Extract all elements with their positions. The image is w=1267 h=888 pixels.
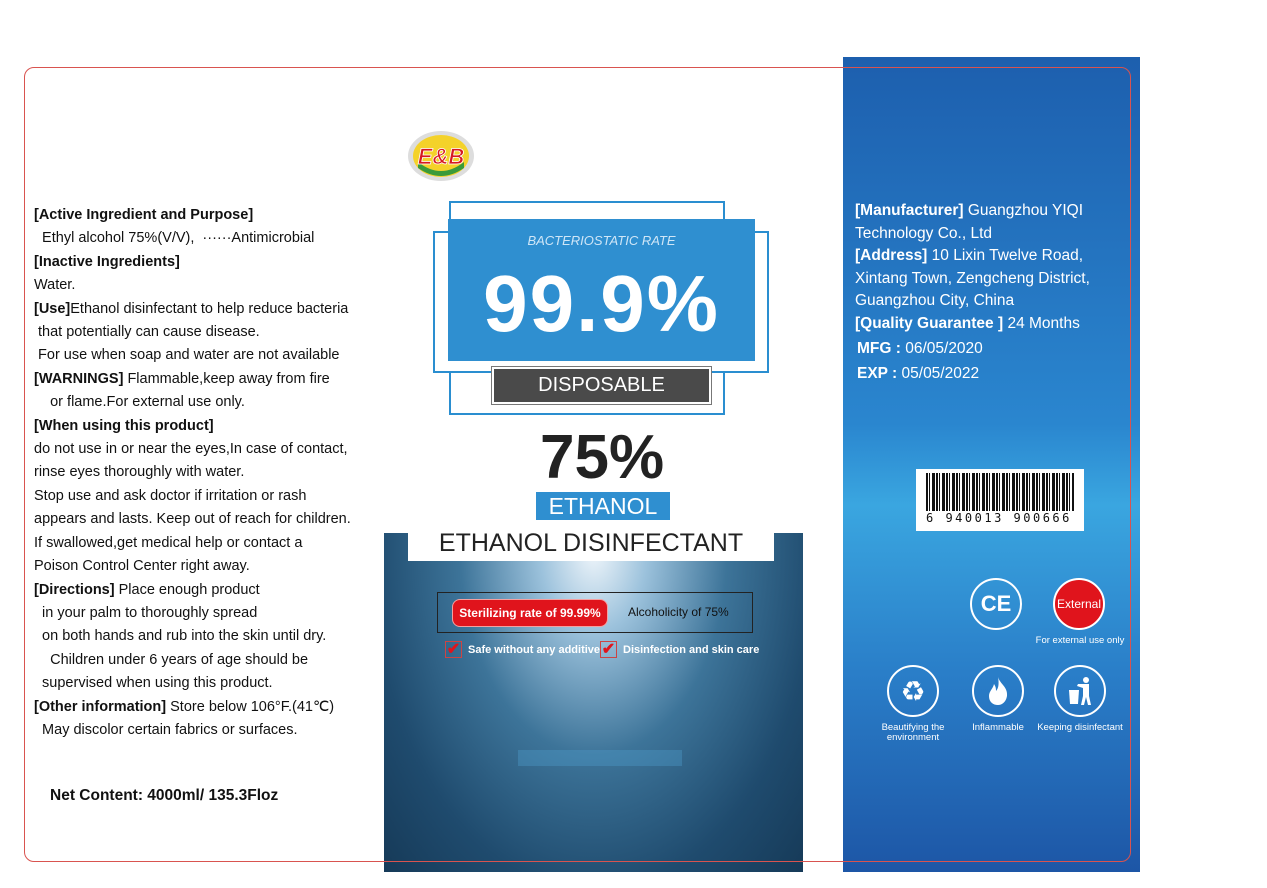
- section-text: Stop use and ask doctor if irritation or…: [34, 487, 307, 504]
- checkmark-icon: ✔: [445, 641, 462, 658]
- section-text: appears and lasts. Keep out of reach for…: [34, 511, 351, 528]
- check-label: Safe without any additive: [468, 643, 601, 656]
- ce-mark-icon: CE: [970, 578, 1022, 630]
- alcoholicity-text: Alcoholicity of 75%: [628, 605, 729, 619]
- manufacturer-label: [Manufacturer]: [855, 202, 964, 219]
- left-text-line: [WARNINGS] Flammable,keep away from fire: [34, 368, 394, 391]
- left-text-line: [When using this product]: [34, 415, 394, 438]
- check-item: ✔ Disinfection and skin care: [600, 641, 759, 658]
- address-label: [Address]: [855, 247, 928, 264]
- left-text-line: or flame.For external use only.: [34, 391, 394, 414]
- section-heading: [Use]: [34, 300, 71, 317]
- net-content: Net Content: 4000ml/ 135.3Floz: [50, 787, 279, 804]
- left-text-line: Water.: [34, 274, 394, 297]
- left-text-line: do not use in or near the eyes,In case o…: [34, 438, 394, 461]
- exp-date: EXP : 05/05/2022: [857, 365, 979, 383]
- flame-caption: Inflammable: [972, 722, 1024, 733]
- left-text-line: rinse eyes thoroughly with water.: [34, 461, 394, 484]
- recycle-icon: ♻: [887, 665, 939, 717]
- section-text: in your palm to thoroughly spread: [34, 604, 258, 621]
- section-text: or flame.For external use only.: [34, 394, 245, 411]
- section-heading: [Inactive Ingredients]: [34, 253, 180, 270]
- section-text: supervised when using this product.: [34, 675, 273, 692]
- left-text-line: [Directions] Place enough product: [34, 579, 394, 602]
- sterilizing-pill: Sterilizing rate of 99.99%: [452, 599, 608, 627]
- section-text: Flammable,keep away from fire: [123, 370, 330, 387]
- section-text: Ethanol disinfectant to help reduce bact…: [70, 300, 349, 317]
- recycle-caption: Beautifying the environment: [881, 722, 945, 743]
- check-label: Disinfection and skin care: [623, 643, 760, 656]
- concentration: 75%: [540, 423, 665, 492]
- barcode-number: 6 940013 900666: [926, 511, 1072, 525]
- trash-icon: [1054, 665, 1106, 717]
- quality: 24 Months: [1003, 314, 1080, 332]
- left-text-line: appears and lasts. Keep out of reach for…: [34, 508, 394, 531]
- badge-value: 99.9%: [483, 259, 720, 348]
- section-text: rinse eyes thoroughly with water.: [34, 464, 245, 481]
- section-text: Place enough product: [114, 581, 260, 598]
- exp-label: EXP :: [857, 365, 902, 382]
- section-text: For use when soap and water are not avai…: [34, 347, 340, 364]
- mfg-label: MFG :: [857, 340, 906, 357]
- bacteriostatic-badge: BACTERIOSTATIC RATE 99.9%: [448, 219, 755, 361]
- mfg-date: MFG : 06/05/2020: [857, 340, 983, 358]
- left-text-line: Stop use and ask doctor if irritation or…: [34, 485, 394, 508]
- manufacturer-info: [Manufacturer] Guangzhou YIQI Technology…: [855, 200, 1135, 335]
- external-caption: For external use only: [1035, 635, 1125, 646]
- section-text: May discolor certain fabrics or surfaces…: [34, 721, 298, 738]
- left-text-line: [Active Ingredient and Purpose]: [34, 204, 394, 227]
- section-text: Store below 106°F.(41℃): [166, 698, 335, 715]
- section-text: on both hands and rub into the skin unti…: [34, 628, 327, 645]
- section-heading: [Other information]: [34, 698, 167, 715]
- svg-text:E&B: E&B: [418, 144, 465, 169]
- center-background: [384, 533, 803, 872]
- ethanol-label: ETHANOL: [536, 492, 670, 520]
- checkmark-icon: ✔: [600, 641, 617, 658]
- disposable-label: DISPOSABLE: [491, 366, 712, 405]
- check-item: ✔ Safe without any additive: [445, 641, 600, 658]
- manufacturer: Guangzhou YIQI Technology Co., Ltd: [855, 202, 1084, 242]
- left-panel-text: [Active Ingredient and Purpose] Ethyl al…: [34, 204, 394, 742]
- external-use-icon: External: [1053, 578, 1105, 630]
- barcode: 6 940013 900666: [916, 469, 1084, 531]
- section-text: that potentially can cause disease.: [34, 324, 260, 341]
- brand-logo: E&B: [408, 131, 474, 181]
- quality-label: [Quality Guarantee ]: [855, 314, 1004, 332]
- left-text-line: that potentially can cause disease.: [34, 321, 394, 344]
- left-text-line: [Use]Ethanol disinfectant to help reduce…: [34, 298, 394, 321]
- section-heading: [WARNINGS]: [34, 370, 124, 387]
- feature-bar: Sterilizing rate of 99.99% Alcoholicity …: [437, 592, 753, 633]
- section-text: Water.: [34, 277, 76, 294]
- exp-value: 05/05/2022: [901, 365, 980, 382]
- left-text-line: on both hands and rub into the skin unti…: [34, 625, 394, 648]
- right-panel: [843, 57, 1140, 872]
- section-text: Children under 6 years of age should be: [34, 651, 309, 668]
- section-heading: [Active Ingredient and Purpose]: [34, 207, 254, 223]
- section-text: Ethyl alcohol 75%(V/V), ······Antimicrob…: [34, 230, 315, 247]
- badge-label: BACTERIOSTATIC RATE: [527, 233, 676, 248]
- left-text-line: May discolor certain fabrics or surfaces…: [34, 719, 394, 742]
- section-text: If swallowed,get medical help or contact…: [34, 534, 303, 551]
- left-text-line: For use when soap and water are not avai…: [34, 344, 394, 367]
- left-text-line: Ethyl alcohol 75%(V/V), ······Antimicrob…: [34, 227, 394, 250]
- section-heading: [Directions]: [34, 581, 115, 598]
- trash-caption: Keeping disinfectant: [1037, 722, 1123, 733]
- left-text-line: [Other information] Store below 106°F.(4…: [34, 696, 394, 719]
- decorative-band: [518, 750, 682, 766]
- product-name: ETHANOL DISINFECTANT: [408, 526, 774, 561]
- section-text: do not use in or near the eyes,In case o…: [34, 441, 348, 458]
- section-text: Poison Control Center right away.: [34, 558, 250, 575]
- left-text-line: [Inactive Ingredients]: [34, 251, 394, 274]
- left-text-line: supervised when using this product.: [34, 672, 394, 695]
- left-text-line: Children under 6 years of age should be: [34, 649, 394, 672]
- barcode-bars: [926, 473, 1074, 511]
- left-text-line: in your palm to thoroughly spread: [34, 602, 394, 625]
- address: 10 Lixin Twelve Road, Xintang Town, Zeng…: [855, 247, 1090, 309]
- left-text-line: Poison Control Center right away.: [34, 555, 394, 578]
- flame-icon: [972, 665, 1024, 717]
- section-heading: [When using this product]: [34, 417, 214, 434]
- mfg-value: 06/05/2020: [905, 340, 983, 357]
- left-text-line: If swallowed,get medical help or contact…: [34, 532, 394, 555]
